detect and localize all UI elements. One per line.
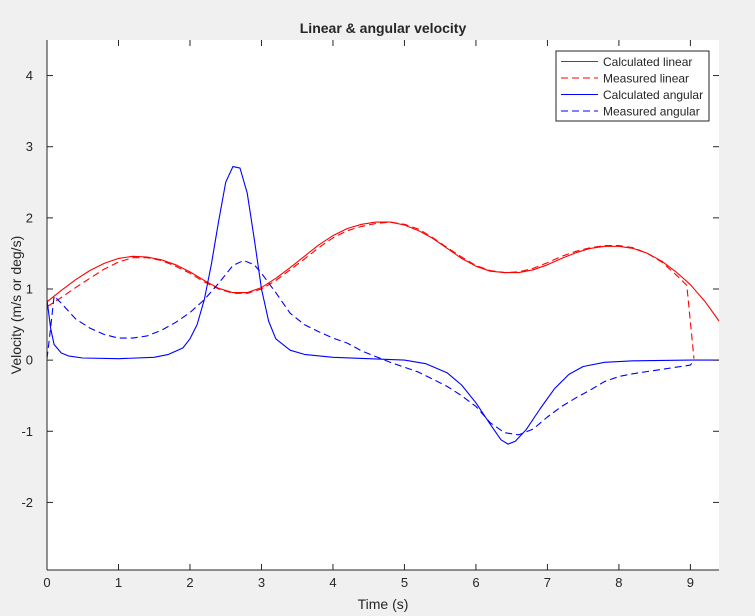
- y-tick-label: 3: [26, 139, 33, 154]
- x-tick-label: 2: [186, 575, 193, 590]
- x-tick-label: 8: [615, 575, 622, 590]
- x-tick-label: 9: [687, 575, 694, 590]
- x-axis-label: Time (s): [358, 596, 409, 612]
- legend-label: Measured angular: [603, 105, 700, 119]
- y-tick-label: 2: [26, 210, 33, 225]
- x-tick-label: 6: [472, 575, 479, 590]
- x-tick-label: 0: [43, 575, 50, 590]
- series-layer: [46, 166, 720, 445]
- legend-label: Calculated linear: [603, 55, 692, 69]
- y-tick-label: -2: [21, 495, 33, 510]
- axes-layer: 0 1 2 3 4 5 6 7 8 9 -2 -1 0 1 2 3 4: [21, 40, 719, 590]
- legend-box: [555, 50, 710, 122]
- x-tick-label: 5: [401, 575, 408, 590]
- x-tick-label: 1: [115, 575, 122, 590]
- legend: Calculated linear Measured linear Calculat…: [555, 50, 710, 122]
- series-line-4: [46, 259, 695, 436]
- y-tick-label: 0: [26, 353, 33, 368]
- x-tick-label: 7: [544, 575, 551, 590]
- legend-label: Measured linear: [603, 72, 689, 86]
- chart-title: Linear & angular velocity: [300, 20, 467, 36]
- legend-label: Calculated angular: [603, 88, 703, 102]
- series-line-2: [46, 221, 695, 359]
- x-tick-label: 4: [329, 575, 336, 590]
- y-axis-label: Velocity (m/s or deg/s): [8, 236, 24, 375]
- series-line-3: [46, 166, 719, 445]
- plot-area: [47, 40, 719, 570]
- series-line-1: [46, 221, 720, 322]
- y-tick-label: -1: [21, 424, 33, 439]
- x-tick-label: 3: [258, 575, 265, 590]
- y-tick-label: 1: [26, 281, 33, 296]
- y-tick-label: 4: [26, 68, 33, 83]
